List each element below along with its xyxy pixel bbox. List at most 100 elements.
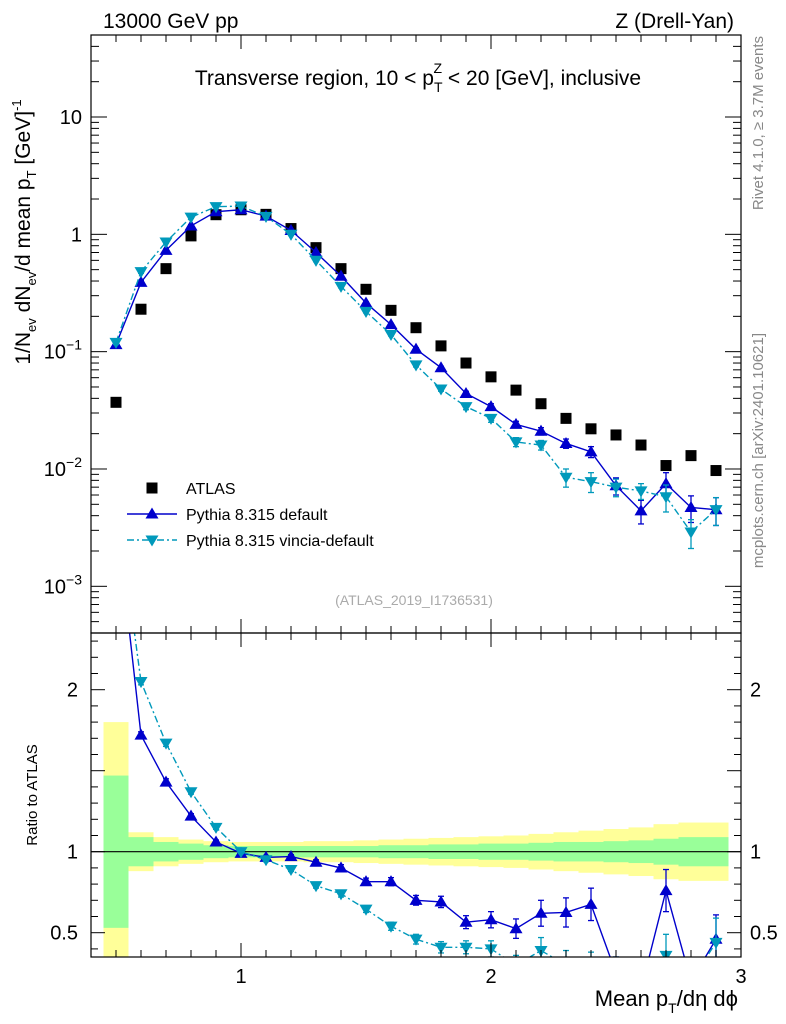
header-right: Z (Drell-Yan) [615,10,734,33]
data-point [384,318,398,330]
data-point [284,864,298,877]
atlas-data-point [535,398,547,410]
data-point [334,281,348,293]
data-point [409,934,423,946]
data-point [559,905,573,917]
atlas-data-point [410,322,422,334]
data-point [409,342,423,354]
legend-label: ATLAS [186,481,236,498]
data-point [384,921,398,933]
ratio-y-tick-label-right: 1 [750,842,761,864]
data-point [359,875,373,887]
atlas-data-point [185,230,197,242]
data-point [259,855,273,867]
ratio-y-tick-label: 2 [67,680,78,702]
atlas-data-point [135,303,147,315]
atlas-data-point [160,263,172,275]
ratio-content [91,505,741,980]
atlas-data-point [485,371,497,383]
ratio-y-tick-label-right: 2 [750,680,761,702]
ratio-ylabel: Ratio to ATLAS [24,744,41,845]
y-tick-base: 10 [44,576,66,598]
data-point [659,884,673,896]
data-point [559,472,573,484]
data-point [359,904,373,916]
y-tick-label: 10−2 [44,454,82,481]
atlas-data-point [385,304,397,316]
y-tick-exponent: −2 [66,454,82,470]
data-point [510,961,523,972]
data-point [334,889,348,901]
data-point [284,850,298,862]
data-point [459,386,473,399]
data-point [634,504,648,516]
data-point [359,306,373,318]
data-point [659,477,673,489]
atlas-data-point [710,465,722,477]
legend-label: Pythia 8.315 vincia-default [186,533,374,550]
ratio-y-tick-label-right: 0.5 [750,923,778,945]
data-point [110,505,123,516]
data-point [659,492,673,504]
data-point [459,942,473,954]
atlas-data-point [660,460,672,472]
data-point [509,922,523,934]
data-point [434,895,448,907]
data-point [309,881,323,893]
rivet-label: Rivet 4.1.0, ≥ 3.7M events [750,36,767,210]
main-content [109,201,723,550]
ratio-y-tick-label: 1 [67,842,78,864]
x-tick-label: 2 [485,966,496,988]
data-point [159,775,173,787]
y-tick-base: 10 [44,459,66,481]
ylabel-sup: -1 [9,99,24,111]
ylabel-a: 1/N [12,332,35,365]
data-point [634,486,648,498]
data-point [709,505,723,517]
data-point [585,964,598,975]
data-point [309,855,323,867]
data-point [434,361,448,373]
y-tick-label: 10 [60,107,82,129]
data-point [610,967,623,978]
data-point [159,738,173,750]
legend-marker [145,535,159,547]
atlas-data-point [360,283,372,295]
data-point [234,847,248,859]
data-point [259,211,273,223]
ylabel-d: [GeV] [12,111,35,171]
ylabel-c: /d mean p [12,178,35,271]
data-point [109,337,123,349]
data-point [334,269,348,281]
series-line [115,209,717,512]
x-tick-label: 3 [735,966,746,988]
ylabel-sub1: ev [24,318,39,332]
legend: ATLAS Pythia 8.315 default Pythia 8.315 vi… [127,481,374,550]
data-point [609,482,623,494]
y-tick-base: 10 [44,342,66,364]
data-point [684,500,698,513]
data-point [560,961,573,972]
atlas-data-point [610,429,622,441]
data-point [509,437,523,449]
main-title: Transverse region, 10 < pTZ < 20 [GeV], … [195,60,641,95]
legend-marker [145,507,159,519]
atlas-data-point [635,439,647,451]
xlabel-sub: T [668,1000,677,1016]
atlas-data-point [510,384,522,396]
data-point [610,969,623,980]
data-point [134,677,148,689]
xlabel-a: Mean p [595,986,668,1011]
data-point [359,296,373,308]
data-point [159,237,173,249]
data-point [709,937,723,949]
legend-marker [146,482,158,494]
data-point [334,861,348,873]
xlabel: Mean pT/dη dϕ [595,986,738,1016]
ratio-panel: 0.5 0.5 1 1 2 2 [50,505,778,980]
main-ylabel: 1/Nev dNev/d mean pT [GeV]-1 [9,99,39,364]
ylabel-sub3: T [24,170,39,178]
atlas-data-point [460,357,472,369]
ylabel-sub2: ev [24,271,39,285]
